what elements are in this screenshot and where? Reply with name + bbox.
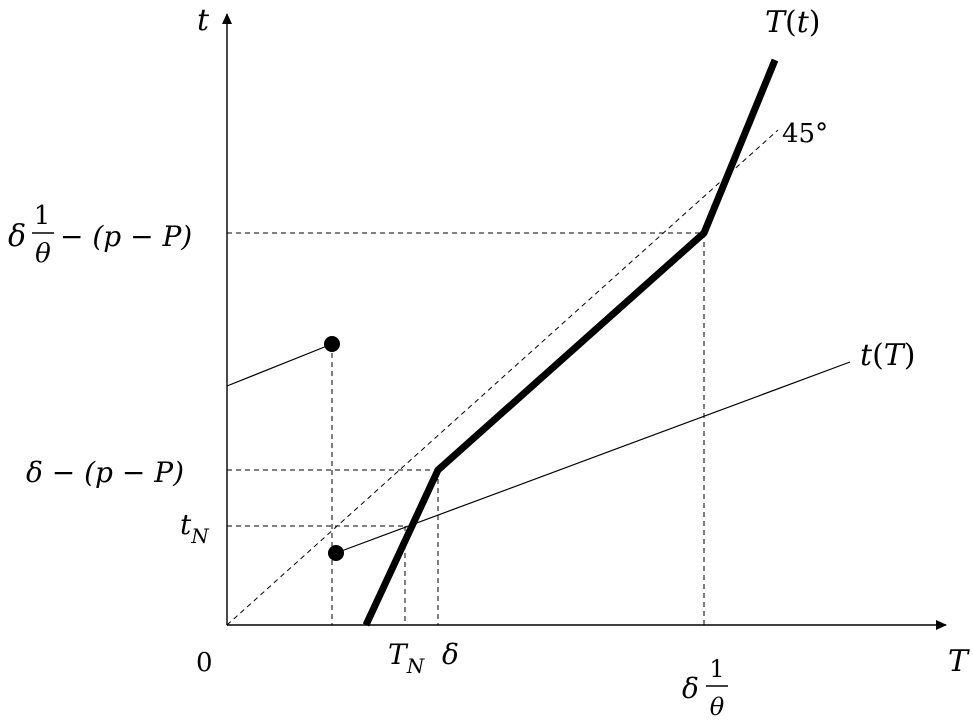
y-tick-upper-delta: δ (8, 219, 26, 254)
x-tick-TN: TN (388, 638, 426, 678)
y-tick-upper: δ 1 θ − (p − P) (8, 201, 192, 269)
y-tick-tN: tN (180, 508, 210, 548)
y-tick-middle: δ − (p − P) (26, 456, 184, 489)
x-tick-delta-theta-numerator: 1 (709, 655, 724, 683)
t-of-T-left-segment (226, 343, 333, 387)
t-of-T-label: t(T) (860, 338, 916, 373)
jump-lower-dot (328, 545, 344, 561)
T-of-t-label: T(t) (765, 5, 821, 40)
x-tick-delta-theta-delta: δ (682, 672, 699, 705)
y-tick-upper-denominator: θ (35, 239, 51, 269)
diagonal-45-line (226, 129, 779, 626)
x-tick-delta: δ (442, 638, 459, 671)
guide-lines (227, 232, 705, 625)
jump-upper-dot (324, 336, 340, 352)
x-tick-delta-theta: δ 1 θ (682, 655, 728, 721)
y-tick-upper-tail: − (p − P) (60, 220, 192, 253)
origin-label: 0 (196, 648, 213, 678)
x-axis-label: T (948, 644, 970, 679)
diagonal-45-label: 45° (782, 119, 828, 149)
y-tick-upper-numerator: 1 (34, 201, 51, 231)
y-axis-label: t (197, 3, 210, 38)
t-of-T-right-segment (335, 361, 851, 554)
T-of-t-curve (362, 58, 779, 627)
x-tick-delta-theta-denominator: θ (710, 693, 725, 721)
